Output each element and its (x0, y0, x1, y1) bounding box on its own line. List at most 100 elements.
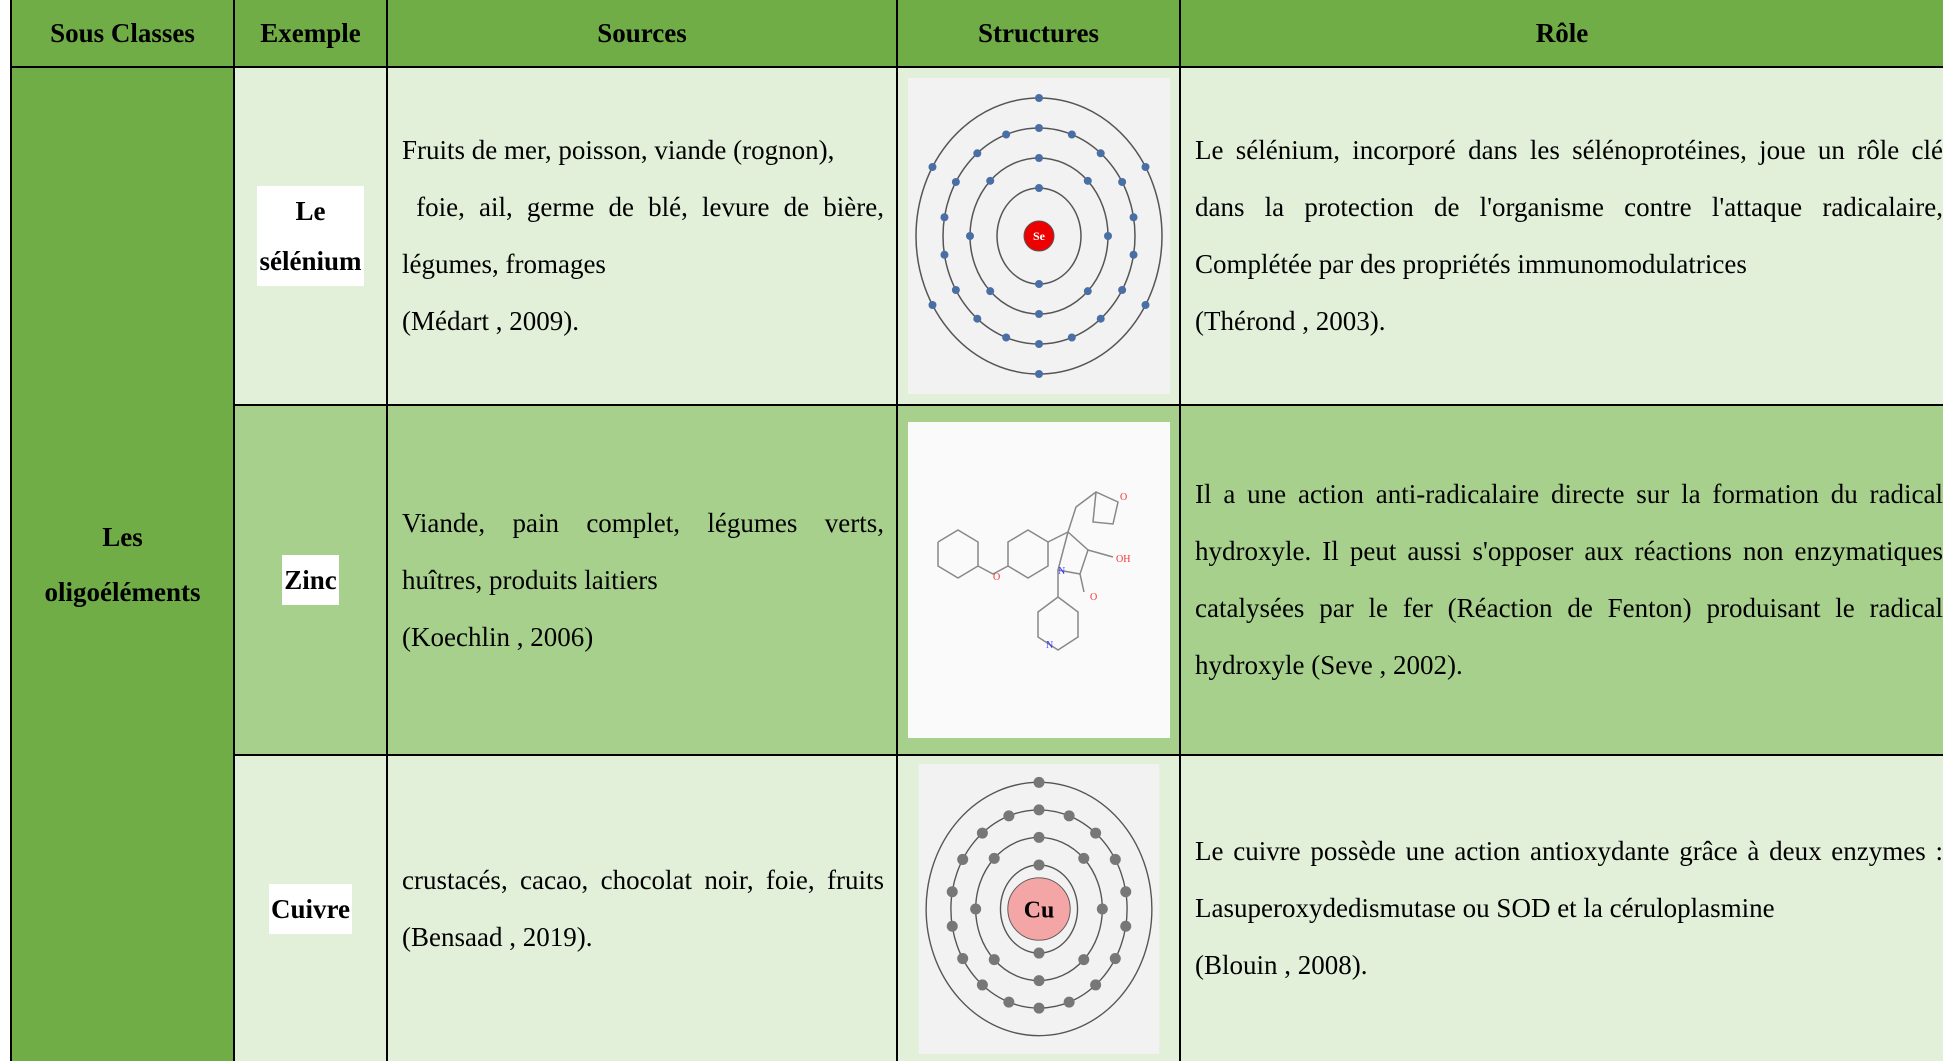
structure-cell: Cu (898, 756, 1181, 1061)
electron (1001, 130, 1010, 139)
subclass-cell: Les oligoéléments (10, 68, 235, 1061)
atom-label: O (1120, 492, 1127, 503)
electron (972, 314, 981, 323)
electron (951, 178, 960, 186)
electron (1032, 776, 1045, 788)
electron (1119, 885, 1131, 897)
structure-image: O O OH N O N (907, 422, 1170, 738)
electron (1063, 996, 1075, 1008)
sources-cell: crustacés, cacao, chocolat noir, foie, f… (388, 756, 898, 1061)
header-cell: Exemple (235, 0, 388, 68)
role-text: (Blouin , 2008). (1195, 950, 1368, 980)
role-text: Il a une action anti-radicalaire directe… (1195, 479, 1943, 680)
electron (939, 213, 948, 222)
electron (985, 287, 994, 296)
electron (939, 250, 948, 259)
electron (956, 853, 968, 865)
electron (976, 978, 988, 990)
electron (1034, 124, 1043, 132)
electron (1117, 286, 1126, 294)
subclass-text: oligoéléments (44, 576, 201, 607)
header-cell: Sources (388, 0, 898, 68)
electron (969, 902, 981, 915)
electron (1077, 953, 1089, 965)
electron (946, 885, 958, 897)
example-cell: Le sélénium (235, 68, 388, 406)
electron (1083, 287, 1092, 296)
electron (1077, 852, 1089, 864)
electron (1032, 1002, 1045, 1014)
bond (1047, 531, 1089, 575)
atom-label: O (1090, 592, 1097, 603)
electron (927, 163, 936, 171)
electron (1109, 853, 1121, 865)
electron (988, 953, 1000, 965)
electron (985, 176, 994, 185)
electron (1034, 184, 1043, 192)
electron (972, 149, 981, 158)
structure-image: Cu (918, 763, 1159, 1054)
electron (1002, 809, 1014, 821)
electron (1141, 301, 1150, 309)
nucleus (1023, 220, 1054, 252)
bond (1066, 491, 1119, 533)
sources-text: foie, ail, germe de blé, levure de bière… (402, 192, 891, 279)
electron (1002, 996, 1014, 1008)
header-cell: Structures (898, 0, 1181, 68)
electron (1119, 920, 1131, 932)
electron (1096, 149, 1105, 158)
electron (976, 827, 988, 839)
electron (1067, 130, 1076, 139)
electron (951, 286, 960, 294)
electron (1032, 974, 1045, 986)
electron (1034, 370, 1043, 378)
electron (1067, 333, 1076, 342)
electron (927, 301, 936, 309)
electron (1109, 952, 1121, 964)
sources-cell: Viande, pain complet, légumes verts, huî… (388, 406, 898, 756)
sources-text: Fruits de mer, poisson, viande (rognon), (402, 135, 835, 165)
sources-cell: Fruits de mer, poisson, viande (rognon),… (388, 68, 898, 406)
structure-cell: O O OH N O N (898, 406, 1181, 756)
example-box: Cuivre (269, 883, 352, 934)
example-text: Le (295, 196, 326, 226)
example-cell: Zinc (235, 406, 388, 756)
example-text: sélénium (259, 246, 362, 276)
atom-label: N (1046, 640, 1053, 651)
role-cell: Le cuivre possède une action antioxydant… (1181, 756, 1943, 1061)
sources-text: (Koechlin , 2006) (402, 621, 594, 652)
electron (946, 920, 958, 932)
electron (1034, 94, 1043, 102)
electron (1034, 340, 1043, 348)
electron (1034, 154, 1043, 162)
electron (1103, 232, 1112, 240)
header-cell: Sous Classes (10, 0, 235, 68)
electron (1141, 163, 1150, 171)
electron (1032, 831, 1045, 843)
electron (1001, 333, 1010, 342)
subclass-text: Les (102, 521, 143, 552)
electron (956, 952, 968, 964)
nucleus-label: Se (1033, 229, 1046, 243)
example-text: Cuivre (271, 893, 350, 924)
electron (1063, 809, 1075, 821)
sources-text: Viande, pain complet, légumes verts, huî… (402, 507, 891, 595)
bond (1036, 570, 1079, 651)
role-cell: Il a une action anti-radicalaire directe… (1181, 406, 1943, 756)
electron (1032, 803, 1045, 815)
electron (1089, 827, 1101, 839)
example-cell: Cuivre (235, 756, 388, 1061)
electron (1034, 280, 1043, 288)
sources-text: (Médart , 2009). (402, 306, 579, 336)
example-box: Zinc (282, 555, 339, 605)
nucleus-label: Cu (1023, 897, 1054, 923)
structure-cell: Se (898, 68, 1181, 406)
role-text: Le cuivre possède une action antioxydant… (1195, 836, 1943, 923)
role-text: Le sélénium, incorporé dans les sélénopr… (1195, 135, 1943, 279)
bond (1087, 549, 1113, 558)
role-cell: Le sélénium, incorporé dans les sélénopr… (1181, 68, 1943, 406)
example-text: Zinc (284, 565, 337, 595)
bond (977, 565, 1008, 575)
electron (1096, 902, 1108, 915)
